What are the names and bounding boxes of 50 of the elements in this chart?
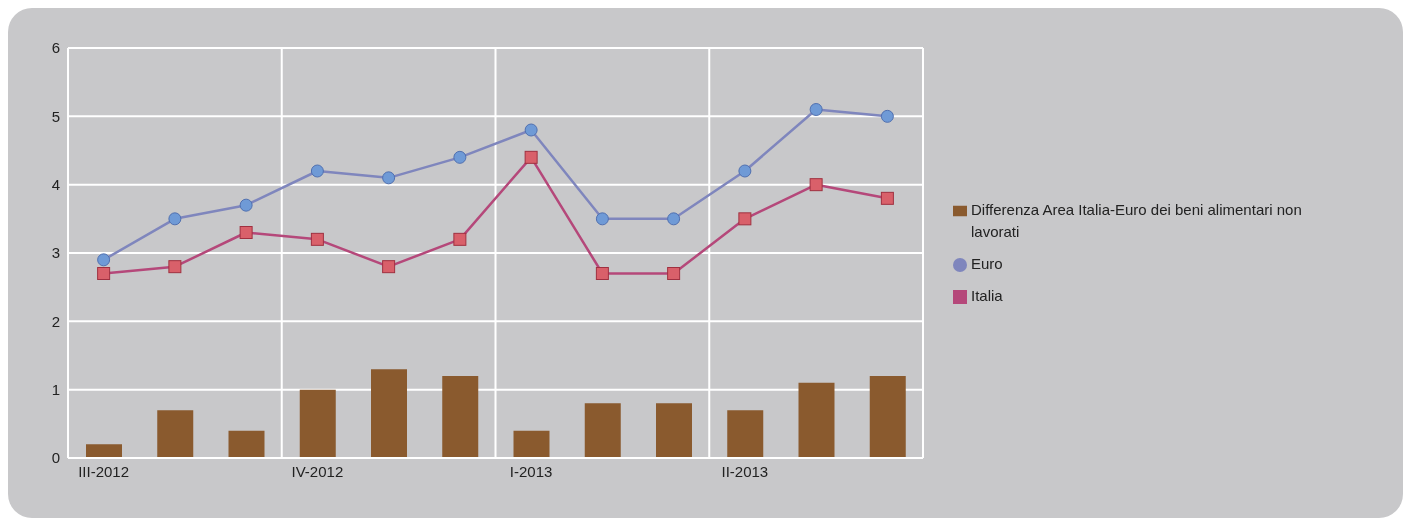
- point: [239, 198, 253, 212]
- bar: [299, 389, 336, 458]
- x-tick-label: I-2013: [509, 462, 553, 480]
- point: [595, 212, 609, 226]
- bar: [513, 430, 550, 458]
- bar: [371, 369, 407, 458]
- point: [168, 260, 182, 274]
- bar: [727, 410, 764, 458]
- y-tick-label: 3: [51, 244, 60, 262]
- point: [880, 191, 894, 205]
- y-tick-label: 1: [51, 380, 60, 398]
- x-tick-label: III-2012: [78, 462, 130, 480]
- bar: [442, 376, 479, 458]
- legend-label: Euro: [971, 254, 1003, 274]
- y-tick-label: 2: [51, 312, 60, 330]
- point: [310, 232, 324, 246]
- point: [595, 267, 609, 280]
- y-tick-label: 6: [51, 39, 60, 57]
- bar: [86, 444, 122, 458]
- point: [738, 164, 752, 178]
- point: [809, 178, 823, 192]
- point: [168, 212, 182, 226]
- bar: [798, 382, 835, 458]
- point: [453, 150, 467, 164]
- bar: [228, 430, 265, 458]
- x-tick-label: II-2013: [721, 462, 769, 480]
- point: [382, 171, 396, 185]
- y-tick-label: 0: [51, 449, 60, 467]
- bar: [656, 403, 692, 458]
- point: [880, 109, 894, 123]
- point: [382, 260, 396, 274]
- point: [97, 267, 111, 280]
- point: [239, 226, 253, 239]
- point: [524, 123, 538, 137]
- bar: [584, 403, 621, 458]
- point: [667, 267, 681, 280]
- point: [97, 253, 111, 267]
- point: [738, 212, 752, 226]
- legend-label: Italia: [971, 286, 1003, 306]
- y-tick-label: 4: [51, 175, 60, 193]
- x-tick-label: IV-2012: [291, 462, 344, 480]
- legend-label: Differenza Area Italia-Euro dei beni alimentari non lavorati: [971, 200, 1303, 242]
- point: [310, 164, 324, 178]
- point: [667, 212, 681, 226]
- point: [453, 232, 467, 246]
- y-tick-label: 5: [51, 107, 60, 125]
- bar: [869, 376, 906, 458]
- point: [524, 150, 538, 164]
- bar: [157, 410, 194, 458]
- point: [809, 103, 823, 116]
